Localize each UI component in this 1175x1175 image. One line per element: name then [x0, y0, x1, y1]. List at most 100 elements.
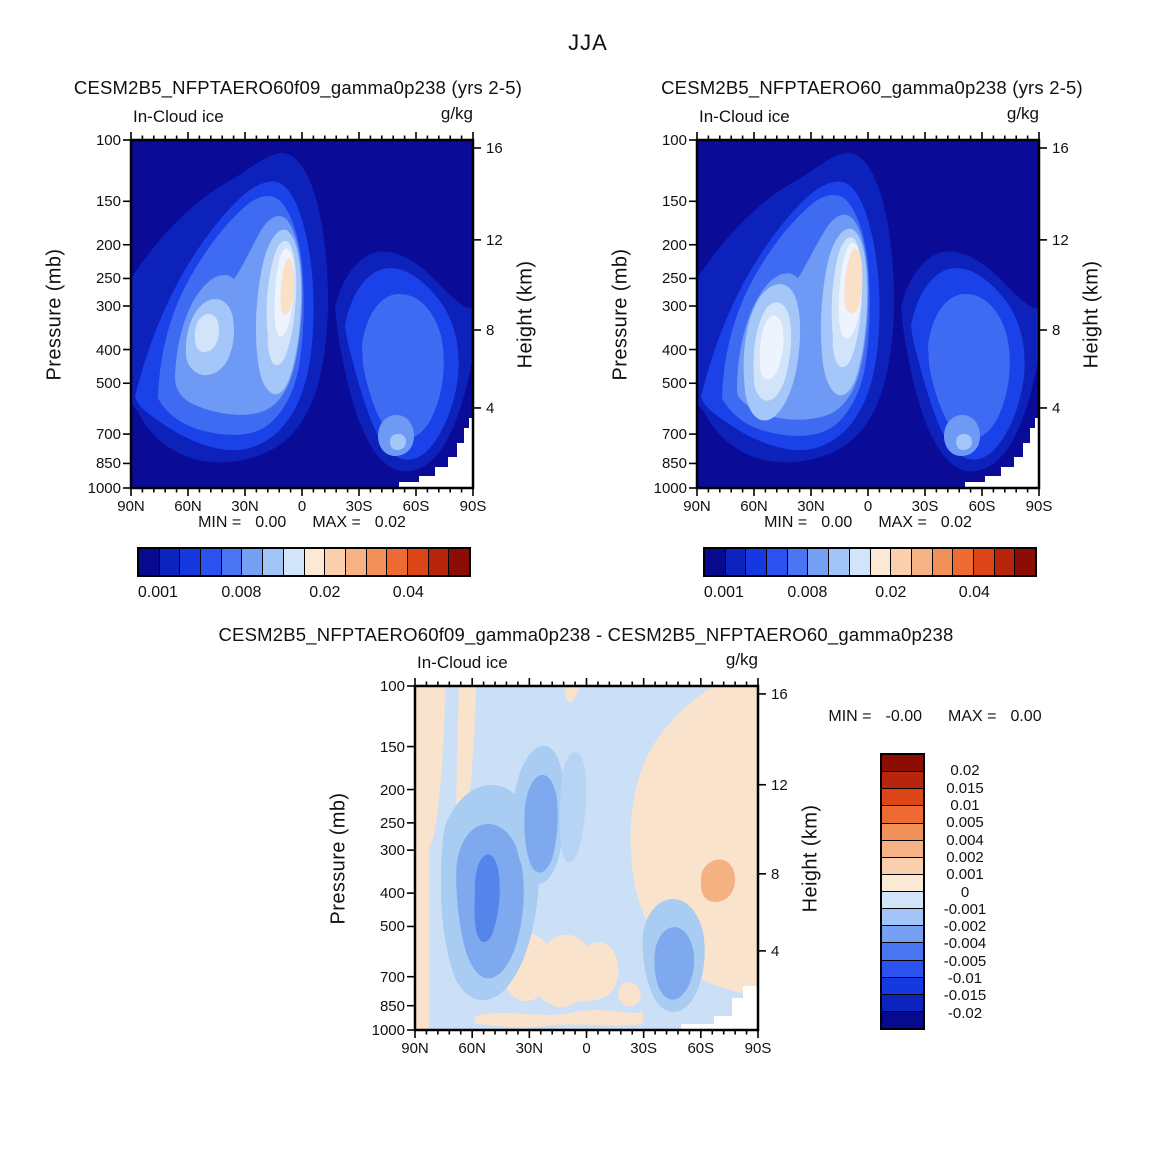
y2-tick-label: 16	[1052, 140, 1069, 157]
max-label: MAX =	[947, 708, 997, 725]
height-axis-title-1: Height (km)	[514, 260, 537, 369]
min-value: 0.00	[255, 514, 287, 531]
legend-cell	[882, 942, 923, 960]
x-tick-label: 30S	[630, 1040, 657, 1057]
height-axis-title-2: Height (km)	[1080, 260, 1103, 369]
max-value: 0.00	[1010, 708, 1042, 725]
max-value: 0.02	[940, 514, 972, 531]
y-tick-label: 200	[95, 236, 121, 254]
y2-tick-label: 8	[1052, 322, 1061, 339]
x-tick-label: 30N	[515, 1040, 544, 1057]
colorbar-cell	[406, 549, 428, 575]
legend-cell	[882, 976, 923, 994]
colorbar-cell	[890, 549, 911, 575]
legend-label: 0	[960, 883, 970, 901]
y-tick-label: 500	[661, 375, 687, 393]
height-axis-title-3: Height (km)	[799, 804, 822, 913]
panel-1-title: CESM2B5_NFPTAERO60f09_gamma0p238 (yrs 2-…	[73, 77, 523, 98]
legend-label: 0.015	[946, 779, 984, 797]
x-tick-label: 0	[582, 1040, 591, 1057]
y2-tick-label: 4	[1052, 399, 1061, 417]
colorbar-cell	[807, 549, 829, 575]
y-tick-label: 250	[95, 270, 121, 288]
max-value: 0.02	[374, 514, 406, 531]
panel-3-minmax: MIN = -0.00 MAX = 0.00	[795, 708, 1075, 726]
colorbar-cell	[344, 549, 366, 575]
pressure-axis-title-1: Pressure (mb)	[43, 248, 66, 381]
panel-2-minmax: MIN = 0.00 MAX = 0.02	[677, 514, 1059, 532]
colorbar-cell	[745, 549, 767, 575]
y-tick-label: 100	[379, 678, 405, 695]
pressure-axis-title-3: Pressure (mb)	[327, 792, 350, 925]
y-tick-label: 850	[95, 455, 121, 473]
panel-1-variable-label: In-Cloud ice	[133, 107, 224, 126]
x-tick-label: 90S	[744, 1040, 772, 1057]
colorbar-cell	[766, 549, 787, 575]
legend-cell	[882, 993, 923, 1011]
axis-ticks	[123, 132, 481, 496]
min-label: MIN =	[764, 514, 808, 531]
legend-cell	[882, 856, 923, 874]
colorbar-label: 0.001	[703, 584, 744, 601]
x-tick-label: 60S	[402, 498, 430, 515]
antarctica-topography-mask	[681, 986, 758, 1030]
x-tick-label: 60N	[458, 1040, 486, 1057]
legend-label: -0.015	[943, 987, 987, 1005]
colorbar-label: 0.008	[221, 584, 262, 601]
y2-tick-label: 16	[486, 140, 503, 157]
y-tick-label: 200	[661, 236, 687, 254]
legend-label: -0.004	[943, 935, 987, 953]
colorbar-label: 0.008	[787, 584, 828, 601]
y-tick-label: 150	[661, 193, 687, 211]
legend-label: 0.001	[946, 866, 984, 884]
x-tick-label: 0	[863, 498, 873, 515]
x-tick-label: 90N	[683, 498, 711, 515]
contour-fills	[696, 140, 1039, 488]
y2-tick-label: 8	[771, 865, 780, 883]
panel-1-colorbar	[137, 547, 471, 577]
colorbar-cell	[324, 549, 345, 575]
legend-label: -0.001	[943, 900, 987, 918]
colorbar-cell	[427, 549, 449, 575]
legend-label: -0.02	[947, 1004, 983, 1022]
colorbar-cell	[724, 549, 746, 575]
contour-fills	[130, 140, 473, 488]
axis-ticks	[407, 678, 766, 1038]
y2-tick-label: 4	[486, 399, 495, 417]
legend-cell	[882, 925, 923, 943]
colorbar-cell	[828, 549, 849, 575]
colorbar-cell	[786, 549, 808, 575]
y-tick-label: 250	[661, 270, 687, 288]
colorbar-cell	[952, 549, 973, 575]
min-value: -0.00	[885, 708, 922, 725]
y-tick-label: 1000	[371, 1022, 405, 1039]
panel-3-contour-plot	[407, 678, 766, 1038]
x-tick-label: 60N	[740, 498, 768, 515]
colorbar-cell	[993, 549, 1015, 575]
panel-2-colorbar	[703, 547, 1037, 577]
min-label: MIN =	[828, 708, 872, 725]
y-tick-label: 700	[95, 426, 121, 444]
legend-label: 0.002	[946, 848, 984, 866]
colorbar-label: 0.02	[309, 584, 341, 601]
max-label: MAX =	[878, 514, 927, 531]
x-tick-label: 60N	[174, 498, 202, 515]
legend-cell	[882, 839, 923, 857]
y-tick-label: 100	[95, 132, 121, 149]
season-title: JJA	[568, 30, 608, 55]
x-tick-label: 30S	[345, 498, 373, 515]
panel-3-variable-label: In-Cloud ice	[417, 653, 508, 672]
max-label: MAX =	[312, 514, 361, 531]
x-tick-label: 90N	[117, 498, 145, 515]
colorbar-cell	[241, 549, 263, 575]
x-tick-label: 60S	[687, 1040, 715, 1057]
panel-1-contour-plot	[123, 132, 481, 496]
colorbar-cell	[1014, 549, 1035, 575]
y-tick-label: 1000	[653, 480, 687, 497]
x-tick-label: 90N	[401, 1040, 429, 1057]
x-tick-label: 90S	[459, 498, 487, 515]
colorbar-cell	[705, 549, 725, 575]
difference-legend-colorbar	[880, 753, 925, 1030]
panel-2-variable-label: In-Cloud ice	[699, 107, 790, 126]
